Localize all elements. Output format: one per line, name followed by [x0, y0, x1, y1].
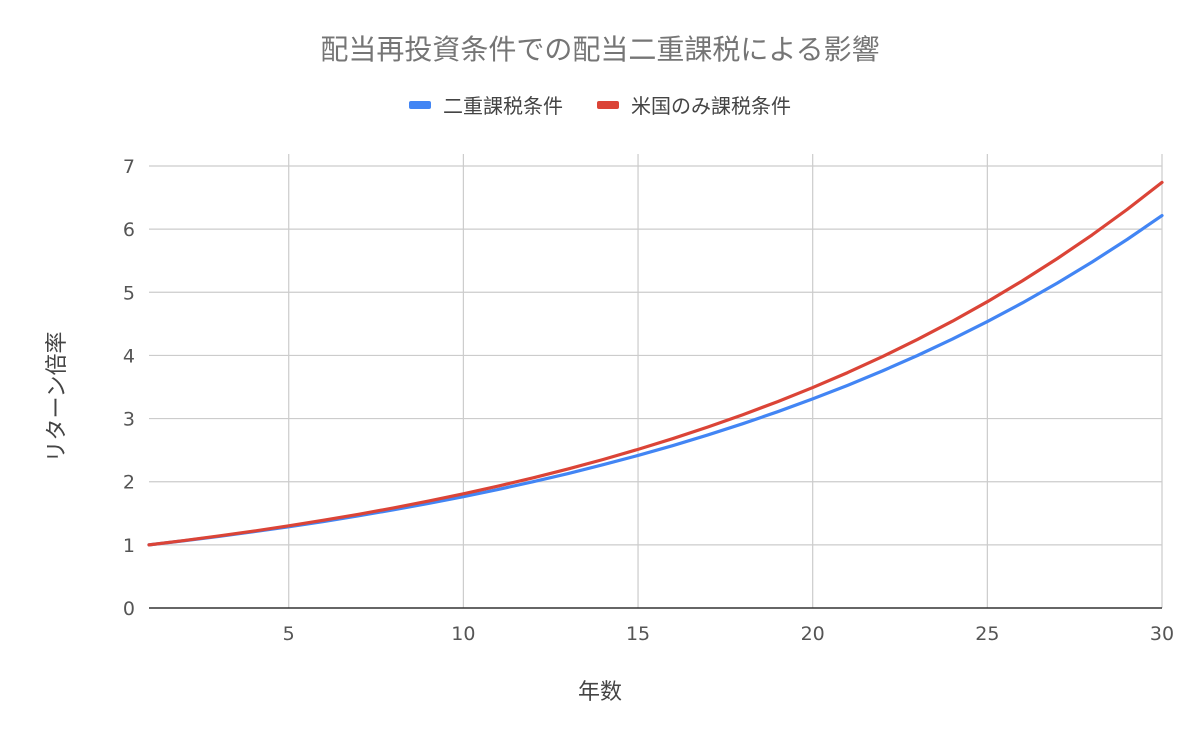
series-line-1	[147, 213, 1164, 547]
y-tick-label: 3	[123, 409, 135, 431]
x-tick-label: 20	[801, 623, 825, 645]
series-line-2	[147, 180, 1164, 547]
legend-swatch-series-1	[409, 100, 431, 109]
legend-swatch-series-2	[597, 100, 619, 109]
x-tick-label: 5	[283, 623, 295, 645]
y-tick-label: 6	[123, 219, 135, 241]
chart-title: 配当再投資条件での配当二重課税による影響	[320, 33, 880, 66]
x-tick-label: 30	[1150, 623, 1174, 645]
y-tick-label: 5	[123, 282, 135, 304]
legend: 二重課税条件 米国のみ課税条件	[0, 90, 1200, 119]
y-tick-label: 0	[123, 598, 135, 620]
x-tick-label: 15	[626, 623, 650, 645]
legend-item-series-1: 二重課税条件	[409, 90, 563, 119]
legend-label-series-1: 二重課税条件	[443, 94, 563, 118]
x-axis-label: 年数	[577, 680, 622, 705]
legend-label-series-2: 米国のみ課税条件	[631, 94, 791, 118]
y-axis-label: リターン倍率	[45, 331, 70, 463]
x-tick-label: 10	[451, 623, 475, 645]
y-tick-label: 4	[123, 345, 135, 367]
x-tick-label: 25	[975, 623, 999, 645]
y-tick-label: 1	[123, 535, 135, 557]
legend-item-series-2: 米国のみ課税条件	[597, 90, 791, 119]
y-tick-label: 7	[123, 156, 135, 178]
y-tick-label: 2	[123, 472, 135, 494]
